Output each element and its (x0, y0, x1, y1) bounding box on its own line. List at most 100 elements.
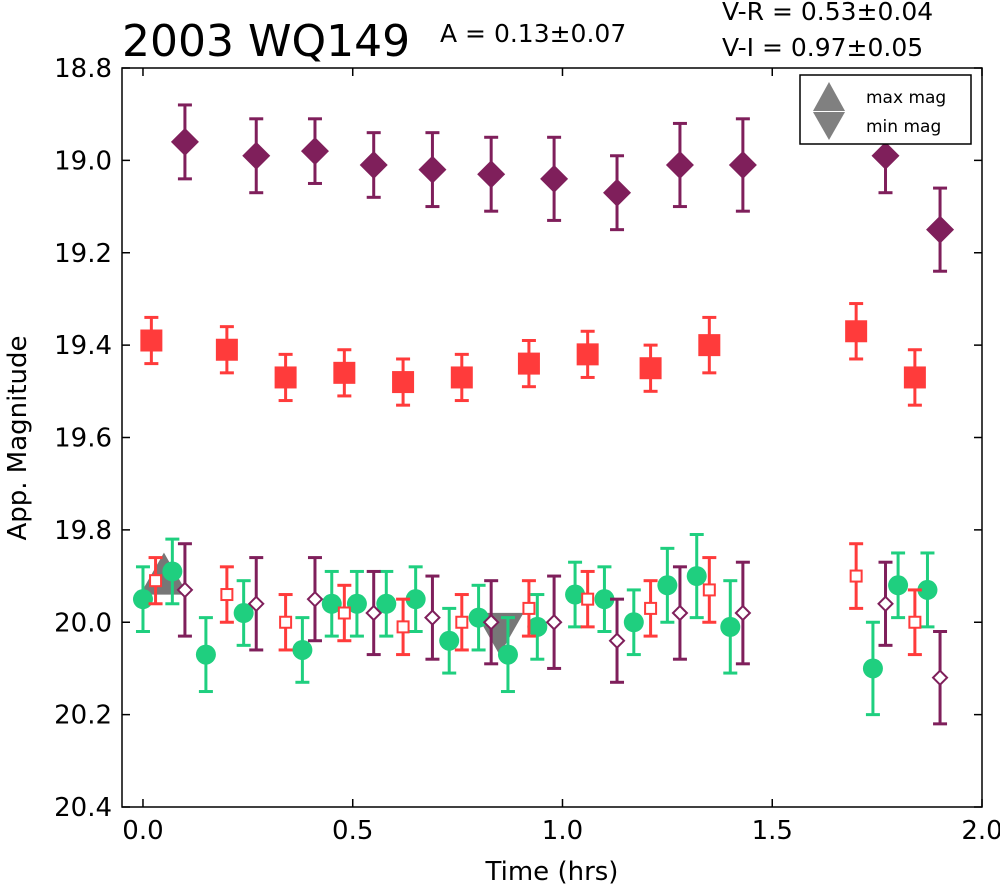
data-point (877, 595, 894, 613)
data-point (405, 589, 426, 610)
data-point (149, 574, 163, 588)
y-tick-label: 19.0 (54, 146, 112, 176)
x-axis-label: Time (hrs) (485, 857, 619, 887)
y-tick-label: 19.2 (54, 239, 112, 269)
data-point (279, 615, 293, 629)
data-point (734, 604, 752, 622)
triangle-up-icon (813, 82, 845, 111)
data-point (337, 606, 351, 620)
y-tick-label: 19.6 (54, 424, 112, 454)
x-tick-label: 0.5 (332, 816, 373, 846)
data-point (450, 366, 473, 389)
data-point (418, 155, 447, 184)
data-point (439, 630, 460, 651)
data-point (274, 366, 297, 389)
x-tick-label: 1.0 (542, 816, 583, 846)
data-point (845, 320, 868, 343)
data-point (455, 615, 469, 629)
data-point (333, 361, 356, 384)
data-point (176, 581, 194, 599)
data-point (926, 215, 955, 244)
data-point (603, 178, 632, 207)
y-tick-label: 19.4 (54, 331, 112, 361)
x-tick-label: 0.0 (122, 816, 163, 846)
chart-title: 2003 WQ149 (122, 16, 410, 67)
data-point (540, 164, 569, 193)
y-tick-label: 20.2 (54, 701, 112, 731)
series-diamond-open (176, 542, 949, 726)
data-point (903, 366, 926, 389)
data-point (576, 343, 599, 366)
data-point (545, 613, 563, 631)
data-point (497, 644, 518, 665)
legend-max-label: max mag (866, 88, 946, 108)
y-tick-label: 19.8 (54, 516, 112, 546)
amplitude-annotation: A = 0.13±0.07 (440, 19, 626, 48)
data-point (698, 334, 721, 357)
data-point (215, 338, 238, 361)
x-tick-label: 2.0 (961, 816, 1000, 846)
data-point (862, 658, 883, 679)
series-circle-filled (132, 532, 938, 717)
data-point (170, 127, 199, 156)
data-point (849, 569, 863, 583)
legend-min-label: min mag (866, 117, 941, 137)
data-point (132, 589, 153, 610)
marks-layer (132, 103, 955, 726)
data-point (396, 620, 410, 634)
data-point (639, 357, 662, 380)
data-point (623, 612, 644, 633)
data-point (608, 632, 626, 650)
data-point (657, 575, 678, 596)
y-tick-label: 20.0 (54, 608, 112, 638)
data-point (195, 644, 216, 665)
y-axis-label: App. Magnitude (3, 335, 33, 540)
data-point (321, 593, 342, 614)
data-point (365, 604, 383, 622)
v-i-annotation: V-I = 0.97±0.05 (722, 33, 923, 62)
data-point (162, 561, 183, 582)
data-point (671, 604, 689, 622)
data-point (917, 579, 938, 600)
y-tick-label: 20.4 (54, 793, 112, 823)
data-point (908, 615, 922, 629)
series-square-filled (140, 302, 926, 407)
data-point (517, 352, 540, 375)
y-tick-label: 18.8 (54, 54, 112, 84)
data-point (702, 583, 716, 597)
data-point (140, 329, 163, 352)
v-r-annotation: V-R = 0.53±0.04 (722, 0, 933, 26)
data-point (888, 575, 909, 596)
data-point (392, 371, 415, 394)
ticks-layer: 0.0 0.5 1.0 1.5 2.0 18.8 19.0 19.2 19.4 19.6 19.8 2… (54, 54, 1000, 846)
data-point (665, 150, 694, 179)
data-point (581, 592, 595, 606)
triangle-down-icon (813, 112, 845, 140)
data-point (346, 593, 367, 614)
data-point (300, 137, 329, 166)
data-point (565, 584, 586, 605)
data-point (424, 609, 441, 627)
x-tick-label: 1.5 (752, 816, 793, 846)
data-point (871, 141, 900, 170)
data-point (242, 141, 271, 170)
data-point (233, 603, 254, 624)
series-diamond-filled (170, 103, 955, 273)
data-point (376, 593, 397, 614)
data-point (477, 160, 506, 189)
data-point (522, 601, 536, 615)
data-point (527, 616, 548, 637)
legend: max mag min mag (799, 74, 972, 145)
data-point (359, 150, 388, 179)
data-point (247, 595, 265, 613)
data-point (292, 639, 313, 660)
data-point (644, 601, 658, 615)
series-square-open (148, 542, 922, 657)
data-point (728, 150, 757, 179)
data-point (220, 588, 234, 602)
data-point (594, 589, 615, 610)
data-point (720, 616, 741, 637)
data-point (482, 613, 500, 631)
